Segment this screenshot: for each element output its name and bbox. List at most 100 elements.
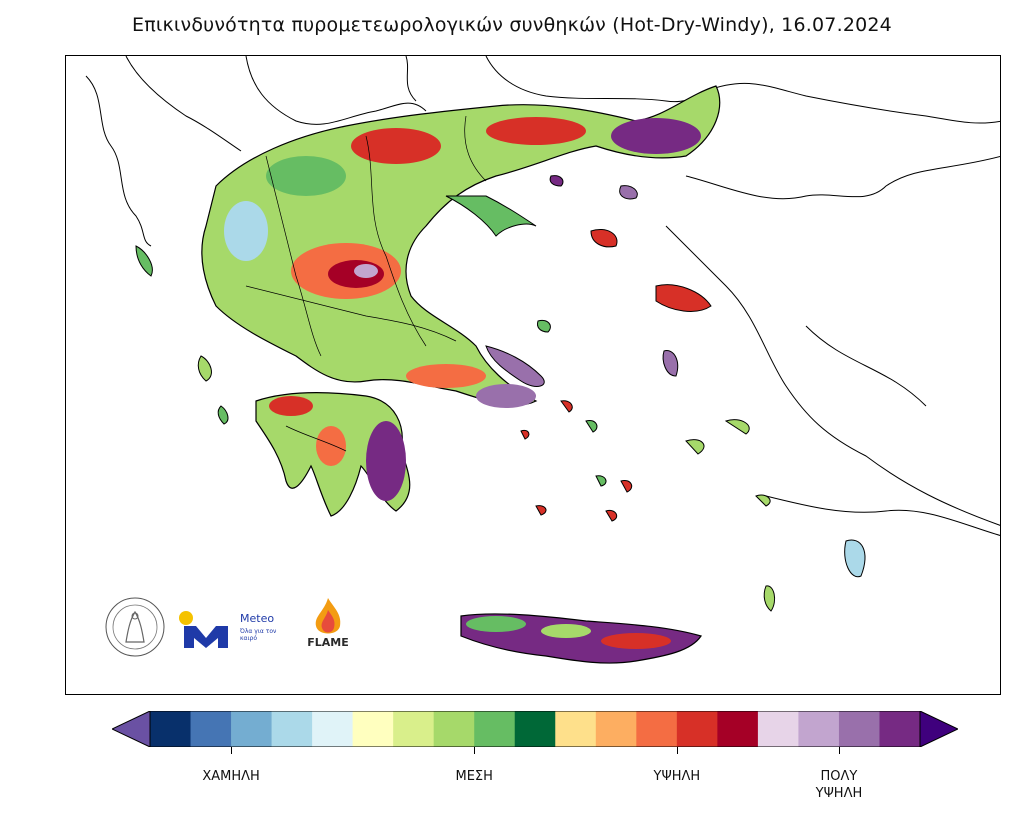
boundary-3 bbox=[245, 285, 457, 342]
colorbar-tick bbox=[838, 747, 840, 754]
colorbar-tick-label: ΧΑΜΗΛΗ bbox=[202, 769, 260, 784]
thrace-zone bbox=[486, 117, 586, 145]
colorbar-tick bbox=[474, 747, 476, 754]
border-turkey-west-coast bbox=[665, 225, 1000, 526]
map-title: Επικινδυνότητα πυρομετεωρολογικών συνθηκ… bbox=[132, 14, 892, 36]
border-bulgaria bbox=[485, 56, 707, 103]
kea-island bbox=[520, 429, 530, 440]
colorbar-segment bbox=[676, 711, 718, 747]
boundary-5 bbox=[285, 425, 347, 452]
border-north-macedonia bbox=[245, 56, 427, 125]
attica-very-high bbox=[476, 384, 536, 408]
thessaly-peak bbox=[354, 264, 378, 278]
colorbar-segment bbox=[433, 711, 475, 747]
colorbar-outline bbox=[149, 711, 921, 747]
colorbar-tick-label: ΜΕΣΗ bbox=[455, 769, 493, 784]
map-canvas bbox=[85, 56, 1000, 664]
colorbar-segment bbox=[150, 711, 192, 747]
lemnos-island bbox=[590, 229, 618, 248]
kefalonia-island bbox=[197, 355, 212, 382]
colorbar-segment bbox=[595, 711, 637, 747]
boundary-1 bbox=[265, 155, 322, 357]
meteo-mark-icon bbox=[179, 611, 228, 648]
meteo-logo: Meteo Όλα για τον καιρό bbox=[178, 610, 288, 650]
chalkidiki-shape bbox=[445, 195, 537, 237]
cyclades-islands bbox=[520, 400, 866, 612]
achaia-zone bbox=[269, 396, 313, 416]
evros-very-high bbox=[611, 118, 701, 154]
chania-zone bbox=[466, 616, 526, 632]
zakynthos-island bbox=[217, 405, 229, 425]
colorbar-segment bbox=[312, 711, 354, 747]
colorbar-segment bbox=[555, 711, 597, 747]
greece-mainland bbox=[201, 85, 721, 408]
skyros-island bbox=[537, 319, 551, 333]
colorbar-segment bbox=[879, 711, 921, 747]
paros-island bbox=[595, 475, 607, 487]
colorbar-under-arrow bbox=[112, 711, 151, 747]
border-izmir-coast bbox=[805, 325, 927, 407]
chalkidiki bbox=[445, 195, 537, 237]
karpathos-island bbox=[763, 585, 776, 612]
logos: Meteo Όλα για τον καιρό FLAME bbox=[104, 596, 364, 666]
university-seal-logo bbox=[105, 597, 165, 657]
boundary-4 bbox=[464, 115, 487, 182]
ikaria-island bbox=[724, 419, 750, 435]
heraklion-zone bbox=[601, 633, 671, 649]
colorbar-segment bbox=[717, 711, 759, 747]
border-montenegro bbox=[125, 56, 242, 152]
colorbar-segment bbox=[271, 711, 313, 747]
colorbar-tick bbox=[676, 747, 678, 754]
rethymno-zone bbox=[541, 624, 591, 638]
meteo-name: Meteo bbox=[240, 612, 275, 625]
colorbar-segment bbox=[757, 711, 799, 747]
colorbar-segment bbox=[514, 711, 556, 747]
colorbar-tick-label: ΥΨΗΛΗ bbox=[653, 769, 701, 784]
admin-boundaries bbox=[245, 115, 487, 452]
peloponnese bbox=[255, 392, 411, 517]
colorbar-segment bbox=[231, 711, 273, 747]
colorbar-segment bbox=[474, 711, 516, 747]
colorbar-segment bbox=[798, 711, 840, 747]
neighbour-borders bbox=[85, 56, 1000, 536]
flame-icon bbox=[315, 598, 341, 634]
flame-name: FLAME bbox=[307, 636, 349, 649]
kos-island bbox=[755, 494, 771, 507]
colorbar-segment bbox=[393, 711, 435, 747]
corfu-island bbox=[135, 245, 153, 277]
colorbar bbox=[112, 711, 958, 747]
naxos-island bbox=[620, 479, 633, 493]
evia-island bbox=[485, 345, 545, 387]
andros-island bbox=[560, 400, 573, 413]
border-albania-coast bbox=[85, 75, 152, 247]
chios-island bbox=[662, 350, 679, 377]
colorbar-segment bbox=[352, 711, 394, 747]
lesvos-island bbox=[655, 284, 712, 312]
map-frame: Meteo Όλα για τον καιρό FLAME bbox=[65, 55, 1001, 695]
colorbar-over-arrow bbox=[919, 711, 958, 747]
samos-island bbox=[685, 439, 705, 455]
boundary-2 bbox=[365, 135, 427, 347]
border-turkey-north bbox=[685, 155, 1000, 200]
colorbar-segment bbox=[838, 711, 880, 747]
thasos-island bbox=[549, 175, 564, 187]
colorbar-tick bbox=[231, 747, 233, 754]
meteo-tagline: Όλα για τον καιρό bbox=[240, 628, 277, 642]
flame-logo: FLAME bbox=[300, 596, 360, 660]
colorbar-tick-label: ΠΟΛΥ ΥΨΗΛΗ bbox=[815, 769, 863, 801]
crete bbox=[460, 613, 702, 664]
border-turkey-south bbox=[765, 495, 1000, 536]
border-black-sea bbox=[705, 82, 1000, 124]
milos-island bbox=[535, 505, 547, 516]
epirus-low-zone bbox=[224, 201, 268, 261]
santorini-island bbox=[605, 509, 618, 522]
border-serbia bbox=[405, 56, 417, 102]
macedonia-high-zone bbox=[351, 128, 441, 164]
colorbar-segment bbox=[190, 711, 232, 747]
samothraki-island bbox=[619, 185, 638, 200]
arcadia-zone bbox=[316, 426, 346, 466]
rhodes-island bbox=[844, 539, 866, 578]
west-macedonia-zone bbox=[266, 156, 346, 196]
argolida-very-high bbox=[366, 421, 406, 501]
